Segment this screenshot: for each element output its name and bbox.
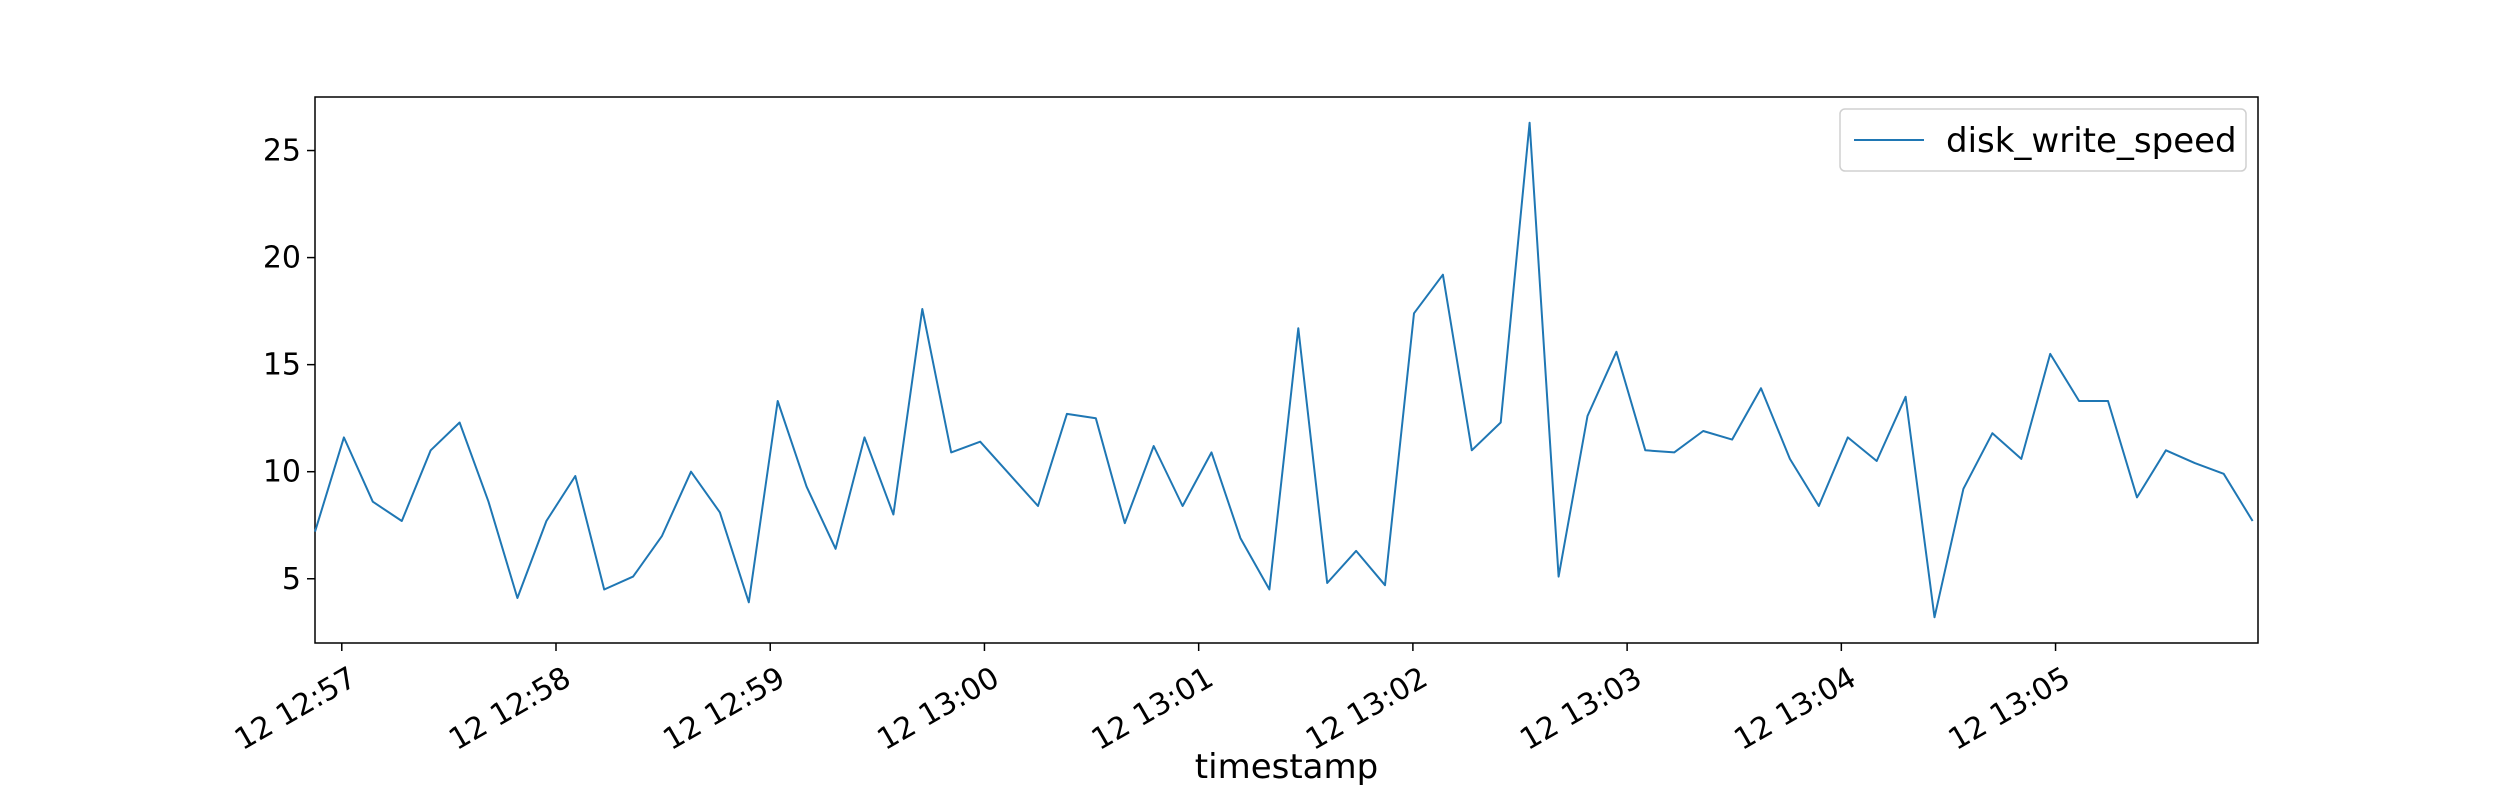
x-axis: 12 12:57 12 12:58 12 12:59 12 13:00 12 13:01… [229, 643, 2076, 758]
y-tick-label-15: 15 [263, 348, 301, 383]
x-tick-label-7: 12 13:04 [1728, 660, 1862, 757]
x-tick-label-0: 12 12:57 [229, 660, 363, 757]
plot-frame [314, 96, 2259, 644]
x-tick-label-6: 12 13:03 [1514, 660, 1648, 757]
series-line-disk-write-speed [314, 121, 2254, 619]
y-tick-label-25: 25 [263, 134, 301, 169]
y-tick-label-5: 5 [282, 562, 301, 597]
y-axis: 5 10 15 20 25 [263, 134, 315, 597]
y-tick-label-10: 10 [263, 455, 301, 490]
y-tick-label-20: 20 [263, 241, 301, 276]
legend: disk_write_speed [1839, 108, 2247, 172]
x-tick-label-8: 12 13:05 [1943, 660, 2077, 757]
legend-entry-disk-write-speed: disk_write_speed [1946, 121, 2237, 161]
x-tick-label-1: 12 12:58 [443, 660, 577, 757]
x-tick-label-3: 12 13:00 [872, 660, 1006, 757]
series-layer [314, 121, 2254, 619]
x-tick-label-2: 12 12:59 [657, 660, 791, 757]
plot-area: 5 10 15 20 25 12 12:57 12 12:58 12 12:59 12 13:… [229, 96, 2259, 758]
x-axis-label: timestamp [1195, 747, 1378, 787]
legend-box [1839, 108, 2247, 172]
x-tick-label-4: 12 13:01 [1086, 660, 1220, 757]
x-tick-label-5: 12 13:02 [1300, 660, 1434, 757]
